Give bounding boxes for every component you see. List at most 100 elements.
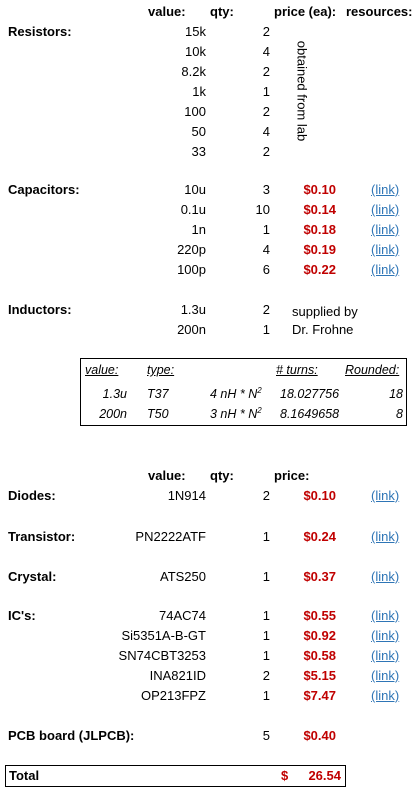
capacitor-price: $0.10 — [303, 182, 336, 197]
header2-value: value: — [148, 468, 186, 483]
inductor-qty: 2 — [262, 302, 270, 317]
capacitor-qty: 10 — [255, 202, 270, 217]
resistor-qty: 2 — [262, 64, 270, 79]
ind-table-rounded: 8 — [396, 407, 403, 421]
resistor-value: 50 — [191, 124, 206, 139]
capacitor-price: $0.19 — [303, 242, 336, 257]
diode-link[interactable]: (link) — [371, 488, 400, 503]
total-row: Total $ 26.54 — [5, 765, 346, 787]
ic-link[interactable]: (link) — [371, 648, 400, 663]
ic-price: $0.58 — [303, 648, 336, 663]
header2-price: price: — [274, 468, 310, 483]
capacitor-link[interactable]: (link) — [371, 262, 400, 277]
total-currency: $ — [281, 768, 289, 783]
capacitor-qty: 4 — [262, 242, 270, 257]
ic-price: $0.55 — [303, 608, 336, 623]
crystal-value: ATS250 — [159, 569, 206, 584]
header2-qty: qty: — [210, 468, 234, 483]
resistor-value: 15k — [185, 24, 206, 39]
pcb-price: $0.40 — [303, 728, 336, 743]
ic-link[interactable]: (link) — [371, 628, 400, 643]
capacitor-value: 0.1u — [180, 202, 206, 217]
resistor-value: 100 — [184, 104, 206, 119]
resistor-value: 33 — [191, 144, 206, 159]
header-resources: resources: — [346, 4, 413, 19]
resistor-value: 8.2k — [181, 64, 206, 79]
capacitor-qty: 6 — [262, 262, 270, 277]
ind-table-value: 1.3u — [102, 387, 127, 401]
ind-table-rounded: 18 — [389, 387, 403, 401]
inductors-note-line1: supplied by — [292, 304, 358, 319]
resistor-qty: 2 — [262, 24, 270, 39]
resistor-qty: 2 — [262, 104, 270, 119]
ic-qty: 1 — [262, 628, 270, 643]
resistor-qty: 4 — [262, 44, 270, 59]
capacitor-value: 220p — [177, 242, 206, 257]
resistors-label: Resistors: — [8, 24, 72, 39]
capacitor-value: 1n — [191, 222, 206, 237]
resistors-note-text: obtained from lab — [294, 40, 310, 142]
inductor-qty: 1 — [262, 322, 270, 337]
ind-table-value: 200n — [99, 407, 127, 421]
transistor-qty: 1 — [262, 529, 270, 544]
pcb-label: PCB board (JLPCB): — [8, 728, 135, 743]
transistor-value: PN2222ATF — [135, 529, 206, 544]
resistor-value: 10k — [185, 44, 206, 59]
diode-qty: 2 — [262, 488, 270, 503]
ind-table-formula: 3 nH * N2 — [210, 405, 262, 421]
capacitor-price: $0.22 — [303, 262, 336, 277]
diode-value: 1N914 — [167, 488, 206, 503]
capacitor-link[interactable]: (link) — [371, 242, 400, 257]
ind-table-formula: 4 nH * N2 — [210, 385, 262, 401]
ic-link[interactable]: (link) — [371, 608, 400, 623]
ind-table-turns: 8.1649658 — [280, 407, 340, 421]
transistor-label: Transistor: — [8, 529, 76, 544]
ind-table-header-type: type: — [147, 363, 175, 377]
ic-value: Si5351A-B-GT — [121, 628, 206, 643]
resistor-qty: 4 — [262, 124, 270, 139]
transistor-link[interactable]: (link) — [371, 529, 400, 544]
ics-label: IC's: — [8, 608, 36, 623]
ic-link[interactable]: (link) — [371, 668, 400, 683]
header-price: price (ea): — [274, 4, 337, 19]
crystal-label: Crystal: — [8, 569, 57, 584]
capacitor-price: $0.14 — [303, 202, 336, 217]
ic-qty: 1 — [262, 648, 270, 663]
resistor-value: 1k — [192, 84, 206, 99]
pcb-qty: 5 — [262, 728, 270, 743]
inductor-value: 200n — [177, 322, 206, 337]
ic-qty: 1 — [262, 608, 270, 623]
ind-table-header-value: value: — [85, 363, 119, 377]
ind-table-type: T50 — [147, 407, 169, 421]
ic-price: $0.92 — [303, 628, 336, 643]
header-qty: qty: — [210, 4, 234, 19]
inductor-table: value: type: # turns: Rounded: 1.3u T37 … — [80, 358, 407, 426]
ic-value: INA821ID — [149, 668, 206, 683]
resistors-note: obtained from lab — [290, 36, 314, 146]
total-amount: 26.54 — [308, 768, 341, 783]
ic-qty: 1 — [262, 688, 270, 703]
ic-qty: 2 — [262, 668, 270, 683]
ic-price: $7.47 — [303, 688, 336, 703]
diode-price: $0.10 — [303, 488, 336, 503]
ic-value: OP213FPZ — [140, 688, 206, 703]
total-label: Total — [9, 768, 40, 783]
capacitor-price: $0.18 — [303, 222, 336, 237]
crystal-qty: 1 — [262, 569, 270, 584]
ic-link[interactable]: (link) — [371, 688, 400, 703]
header-value: value: — [148, 4, 186, 19]
capacitor-value: 100p — [177, 262, 206, 277]
capacitor-link[interactable]: (link) — [371, 202, 400, 217]
capacitor-qty: 3 — [262, 182, 270, 197]
capacitor-link[interactable]: (link) — [371, 182, 400, 197]
resistor-qty: 1 — [262, 84, 270, 99]
ind-table-header-rounded: Rounded: — [345, 363, 400, 377]
ic-value: SN74CBT3253 — [118, 648, 206, 663]
transistor-price: $0.24 — [303, 529, 336, 544]
capacitor-link[interactable]: (link) — [371, 222, 400, 237]
ind-table-header-turns: # turns: — [276, 363, 318, 377]
crystal-link[interactable]: (link) — [371, 569, 400, 584]
resistor-qty: 2 — [262, 144, 270, 159]
capacitor-value: 10u — [184, 182, 206, 197]
ic-price: $5.15 — [303, 668, 336, 683]
